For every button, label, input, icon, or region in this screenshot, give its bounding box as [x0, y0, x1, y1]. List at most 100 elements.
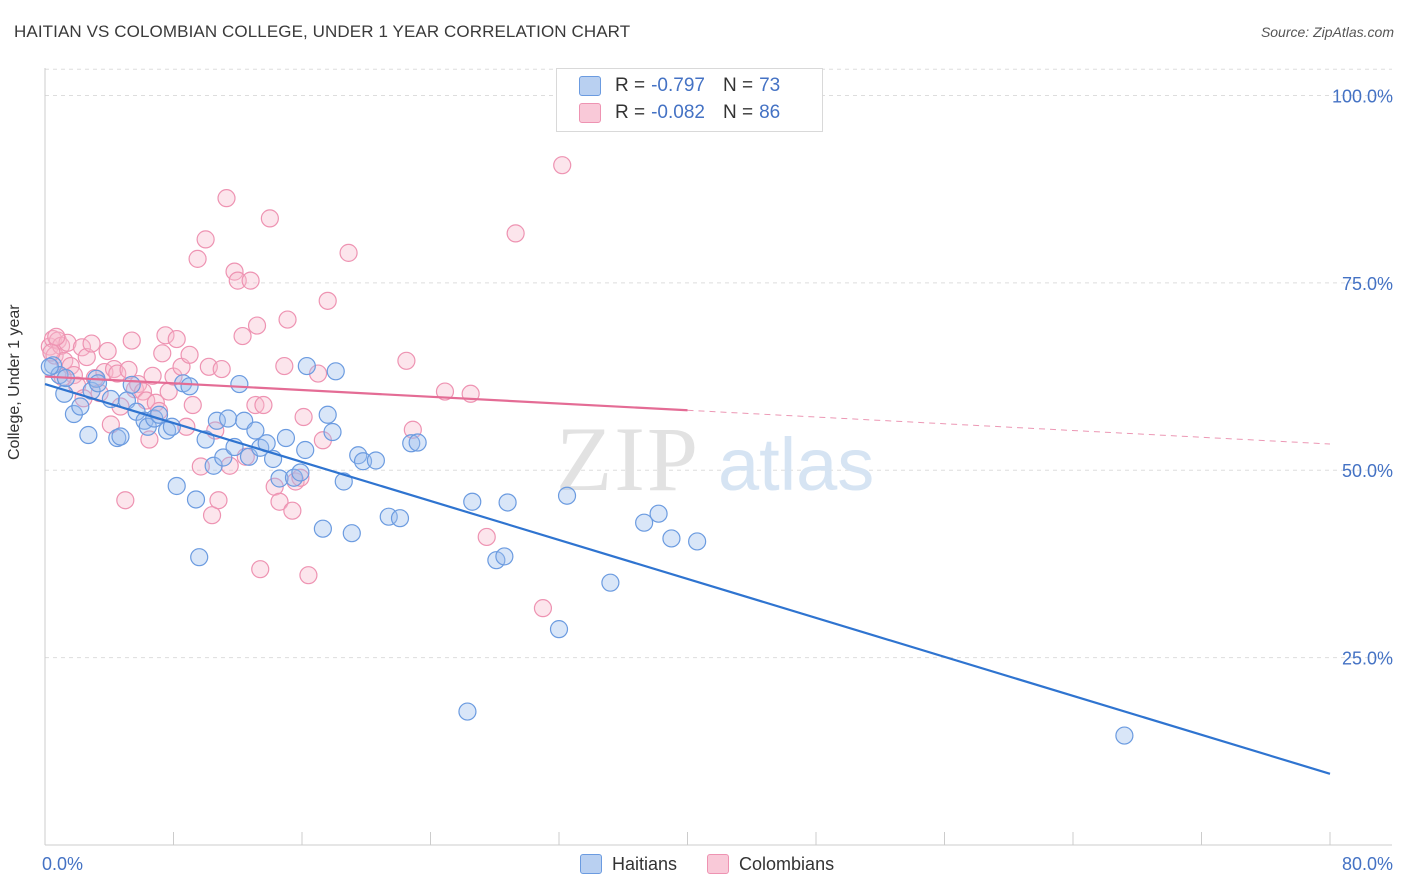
- colombian-point-32: [153, 344, 172, 363]
- haitian-point-41: [276, 428, 296, 448]
- colombian-point-33: [156, 326, 175, 345]
- colombian-point-81: [553, 156, 572, 175]
- axes: [44, 68, 1392, 846]
- x-tick-label-min: 0.0%: [42, 854, 83, 874]
- colombian-point-43: [196, 230, 215, 249]
- haitian-point-9: [88, 374, 108, 393]
- haitian-point-63: [498, 493, 517, 512]
- haitian-point-29: [207, 411, 226, 430]
- colombians-swatch: [579, 103, 601, 123]
- haitian-point-65: [557, 486, 577, 505]
- watermark: ZIP atlas: [556, 408, 874, 510]
- source-label: Source: ZipAtlas.com: [1260, 24, 1394, 40]
- haitian-point-44: [296, 440, 315, 460]
- haitian-point-53: [353, 452, 373, 471]
- haitians-r-value: -0.797: [651, 75, 705, 96]
- series-legend: Haitians Colombians: [580, 850, 864, 878]
- colombian-point-85: [47, 327, 66, 346]
- colombian-point-48: [212, 359, 231, 379]
- haitians-legend-swatch: [580, 854, 602, 874]
- colombian-point-62: [270, 492, 289, 511]
- haitian-point-70: [688, 532, 707, 551]
- chart-title: HAITIAN VS COLOMBIAN COLLEGE, UNDER 1 YE…: [14, 22, 631, 41]
- colombian-point-57: [247, 316, 267, 335]
- haitian-point-67: [635, 513, 654, 532]
- haitian-point-25: [186, 490, 206, 509]
- colombian-point-22: [119, 360, 138, 379]
- legend-item-colombians[interactable]: Colombians: [707, 854, 834, 875]
- haitian-point-50: [334, 472, 353, 491]
- haitian-point-4: [64, 404, 84, 424]
- y-tick-label-2: 75.0%: [1342, 274, 1393, 294]
- haitians-r-label: R =: [615, 75, 646, 96]
- haitian-point-45: [297, 356, 316, 376]
- colombians-legend-label: Colombians: [739, 853, 835, 874]
- y-tick-label-1: 50.0%: [1342, 461, 1393, 481]
- haitian-point-27: [196, 430, 215, 449]
- haitian-point-49: [326, 362, 345, 381]
- haitian-point-52: [349, 446, 368, 465]
- haitian-point-57: [402, 434, 421, 453]
- colombian-point-79: [506, 224, 525, 243]
- colombians-trendline: [44, 375, 688, 412]
- haitian-point-26: [190, 548, 209, 567]
- colombian-point-60: [260, 209, 279, 228]
- haitian-point-54: [366, 451, 385, 470]
- haitians-n-label: N =: [722, 75, 754, 96]
- colombian-point-55: [241, 271, 260, 290]
- colombians-legend-swatch: [707, 854, 730, 874]
- colombian-point-10: [72, 338, 92, 357]
- colombian-point-29: [143, 366, 162, 385]
- colombian-point-72: [318, 291, 337, 310]
- haitian-point-69: [662, 529, 681, 548]
- haitian-point-60: [463, 492, 482, 511]
- haitian-point-24: [180, 377, 199, 396]
- colombian-point-76: [435, 382, 455, 401]
- colombians-n-label: N =: [722, 102, 754, 123]
- colombian-point-59: [254, 395, 273, 415]
- haitian-point-66: [601, 573, 620, 592]
- colombian-point-69: [299, 566, 318, 585]
- trendlines: [44, 375, 1331, 775]
- haitian-point-62: [495, 547, 514, 566]
- legend-row-colombians: R = -0.082 N = 86: [579, 100, 780, 126]
- haitian-point-71: [1115, 726, 1134, 745]
- colombian-point-63: [275, 356, 294, 376]
- colombian-point-49: [217, 189, 236, 208]
- haitians-points: [40, 356, 1134, 745]
- x-tick-label-max: 80.0%: [1342, 854, 1393, 874]
- colombian-point-53: [233, 326, 252, 346]
- watermark-zip: ZIP: [556, 408, 700, 510]
- haitian-point-21: [162, 417, 181, 436]
- haitian-point-30: [214, 448, 233, 467]
- colombians-trendline-extension: [687, 409, 1331, 445]
- haitian-point-22: [167, 476, 186, 496]
- colombian-point-80: [533, 599, 553, 618]
- legend-item-haitians[interactable]: Haitians: [580, 854, 677, 875]
- correlation-legend: R = -0.797 N = 73 R = -0.082 N = 86: [556, 68, 823, 132]
- colombian-point-58: [251, 560, 270, 579]
- colombian-point-23: [122, 331, 141, 350]
- legend-row-haitians: R = -0.797 N = 73: [579, 73, 780, 99]
- haitians-swatch: [579, 76, 601, 96]
- tick-labels: 25.0% 50.0% 75.0% 100.0% 0.0% 80.0%: [42, 86, 1393, 874]
- haitian-point-6: [79, 425, 98, 445]
- colombian-point-39: [180, 345, 199, 364]
- y-tick-label-0: 25.0%: [1342, 649, 1393, 669]
- colombian-point-36: [167, 329, 186, 349]
- colombian-point-40: [183, 395, 202, 415]
- colombian-point-78: [477, 527, 496, 547]
- colombian-point-74: [397, 351, 416, 370]
- colombian-point-64: [278, 310, 297, 329]
- haitians-n-value: 73: [759, 75, 781, 96]
- colombian-point-41: [188, 249, 207, 268]
- colombian-point-45: [202, 506, 222, 525]
- haitian-point-64: [549, 620, 569, 639]
- colombians-r-value: -0.082: [651, 102, 705, 123]
- colombian-point-68: [294, 407, 313, 427]
- colombians-n-value: 86: [759, 102, 781, 123]
- y-tick-label-3: 100.0%: [1332, 86, 1393, 106]
- gridlines: [45, 68, 1392, 659]
- haitian-point-12: [111, 427, 130, 446]
